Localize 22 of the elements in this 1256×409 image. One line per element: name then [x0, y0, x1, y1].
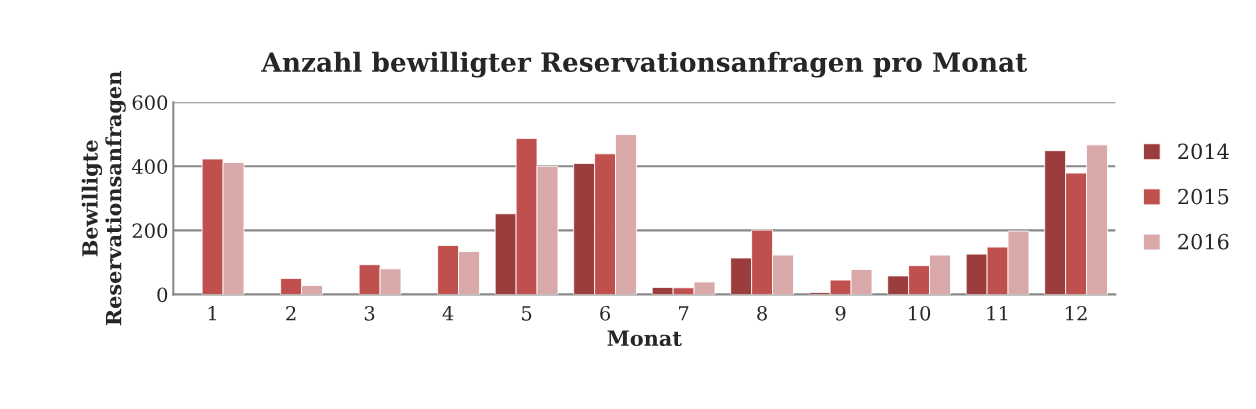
- x-axis-title: Monat: [607, 330, 682, 347]
- y-tick-label: 0: [157, 287, 168, 303]
- x-tick-label: 1: [208, 305, 216, 321]
- x-tick-label: 4: [442, 305, 454, 321]
- x-tick-label: 11: [987, 305, 1008, 321]
- x-tick-label: 7: [679, 306, 689, 321]
- x-tick-label: 3: [364, 305, 375, 321]
- x-tick-label: 5: [522, 306, 532, 321]
- x-tick-label: 12: [1066, 305, 1087, 321]
- y-tick-label: 400: [131, 159, 168, 174]
- chart-title: Anzahl bewilligter Reservationsanfragen pro Monat: [261, 51, 1028, 78]
- y-tick-label: 200: [132, 223, 168, 239]
- legend-label: 2014: [1178, 143, 1229, 160]
- y-tick-label: 600: [132, 95, 168, 110]
- x-tick-label: 10: [909, 305, 931, 321]
- x-tick-label: 2: [286, 305, 296, 321]
- x-tick-label: 9: [835, 305, 846, 321]
- legend-label: 2015: [1178, 188, 1229, 205]
- x-tick-label: 6: [600, 305, 611, 321]
- y-axis-title: Bewilligte Reservationsanfragen: [81, 71, 126, 326]
- x-tick-label: 8: [757, 305, 767, 321]
- legend-label: 2016: [1178, 233, 1229, 250]
